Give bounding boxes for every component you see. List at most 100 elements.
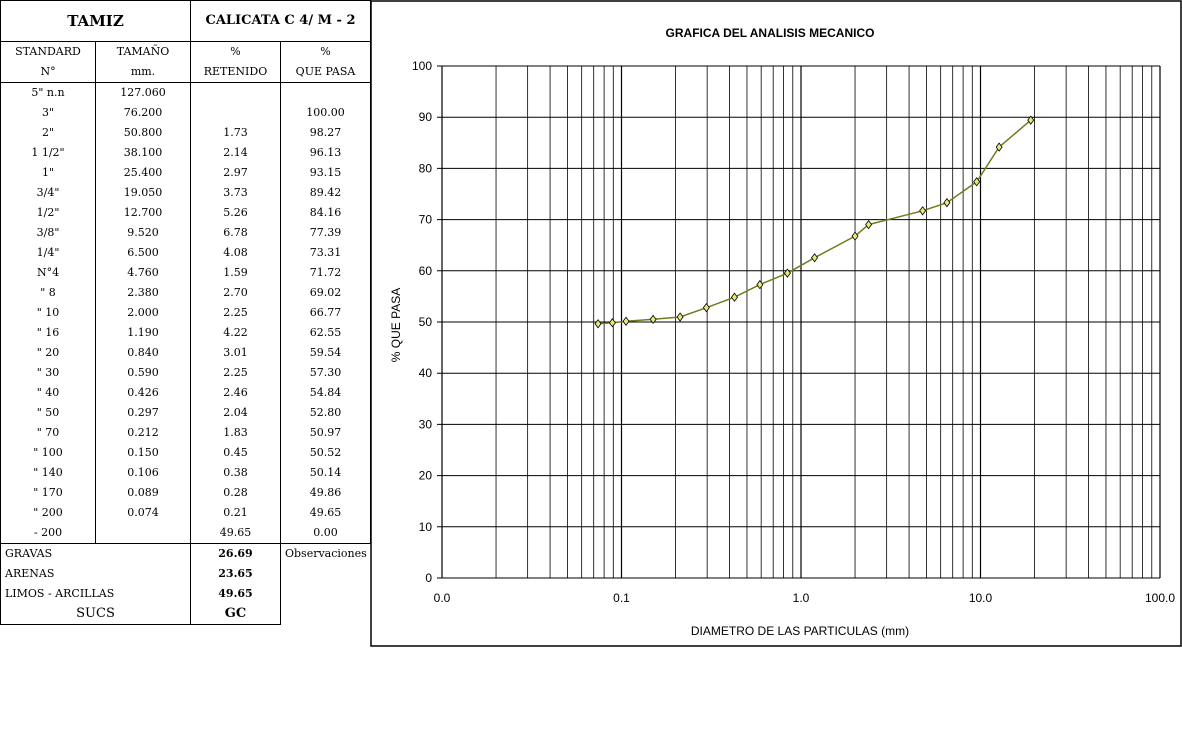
table-row: " 100 0.150 0.45 50.52	[0, 443, 371, 463]
x-tick-labels: 0.0 0.1 1.0 10.0 100.0	[434, 591, 1176, 605]
x-tick-label: 0.1	[613, 591, 630, 605]
tamano-cell: 0.106	[95, 463, 191, 483]
retenido-cell: 1.83	[190, 423, 281, 443]
retenido-cell	[190, 103, 281, 123]
chart-frame	[370, 0, 1182, 647]
y-tick-label: 10	[419, 520, 433, 534]
standard-cell: - 200	[0, 523, 96, 544]
y-tick-labels: 0 10 20 30 40 50 60 70 80 90 100	[412, 59, 432, 585]
data-point-marker	[594, 319, 602, 329]
retenido-cell: 6.78	[190, 223, 281, 243]
tamano-cell: 0.089	[95, 483, 191, 503]
data-point-marker	[943, 197, 951, 208]
data-point-marker	[756, 279, 764, 290]
que-pasa-cell: 59.54	[280, 343, 371, 363]
que-pasa-cell: 77.39	[280, 223, 371, 243]
que-pasa-cell: 49.65	[280, 503, 371, 523]
retenido-cell: 4.08	[190, 243, 281, 263]
arenas-value: 23.65	[190, 564, 281, 584]
retenido-cell	[190, 82, 281, 103]
standard-cell: 3"	[0, 103, 96, 123]
table-row: 1" 25.400 2.97 93.15	[0, 163, 371, 183]
tamano-cell: 25.400	[95, 163, 191, 183]
retenido-cell: 49.65	[190, 523, 281, 544]
standard-cell: " 40	[0, 383, 96, 403]
que-pasa-cell: 96.13	[280, 143, 371, 163]
que-pasa-cell: 73.31	[280, 243, 371, 263]
table-row: " 8 2.380 2.70 69.02	[0, 283, 371, 303]
chart-title: GRAFICA DEL ANALISIS MECANICO	[666, 26, 875, 40]
standard-cell: " 10	[0, 303, 96, 323]
limos-arcillas-value: 49.65	[190, 584, 281, 604]
grain-size-chart: GRAFICA DEL ANALISIS MECANICO 0 10 20 30 40 5…	[370, 0, 1182, 647]
table-row: " 170 0.089 0.28 49.86	[0, 483, 371, 503]
y-tick-label: 60	[419, 264, 433, 278]
retenido-cell: 4.22	[190, 323, 281, 343]
standard-cell: 3/8"	[0, 223, 96, 243]
retenido-cell: 2.04	[190, 403, 281, 423]
tamano-cell: 0.840	[95, 343, 191, 363]
tamano-cell: 50.800	[95, 123, 191, 143]
table-row: N°4 4.760 1.59 71.72	[0, 263, 371, 283]
standard-cell: 1/4"	[0, 243, 96, 263]
standard-cell: 5" n.n	[0, 82, 96, 103]
tamano-cell	[95, 523, 191, 544]
tamano-cell: 127.060	[95, 82, 191, 103]
col-subheader-que-pasa: QUE PASA	[280, 62, 371, 83]
que-pasa-cell: 71.72	[280, 263, 371, 283]
x-tick-label: 10.0	[969, 591, 993, 605]
table-row: 1 1/2" 38.100 2.14 96.13	[0, 143, 371, 163]
data-point-marker	[730, 292, 738, 302]
y-tick-label: 30	[419, 417, 433, 431]
retenido-cell: 0.28	[190, 483, 281, 503]
standard-cell: " 16	[0, 323, 96, 343]
standard-cell: " 140	[0, 463, 96, 483]
y-tick-label: 80	[419, 161, 433, 175]
que-pasa-cell: 69.02	[280, 283, 371, 303]
col-header-tamano: TAMAÑO	[95, 41, 191, 62]
retenido-cell: 1.59	[190, 263, 281, 283]
tamano-cell: 0.590	[95, 363, 191, 383]
retenido-cell: 2.70	[190, 283, 281, 303]
que-pasa-cell: 98.27	[280, 123, 371, 143]
retenido-cell: 1.73	[190, 123, 281, 143]
standard-cell: " 170	[0, 483, 96, 503]
y-tick-label: 40	[419, 366, 433, 380]
retenido-cell: 3.01	[190, 343, 281, 363]
tamiz-title: TAMIZ	[0, 0, 191, 42]
que-pasa-cell: 0.00	[280, 523, 371, 544]
que-pasa-cell: 89.42	[280, 183, 371, 203]
standard-cell: 1 1/2"	[0, 143, 96, 163]
que-pasa-cell: 57.30	[280, 363, 371, 383]
col-subheader-mm: mm.	[95, 62, 191, 83]
que-pasa-cell: 50.14	[280, 463, 371, 483]
que-pasa-cell: 93.15	[280, 163, 371, 183]
tamano-cell: 12.700	[95, 203, 191, 223]
y-tick-label: 20	[419, 469, 433, 483]
sucs-value: GC	[190, 604, 281, 625]
que-pasa-cell: 50.52	[280, 443, 371, 463]
tamano-cell: 2.000	[95, 303, 191, 323]
data-point-marker	[973, 177, 981, 187]
x-tick-label: 1.0	[793, 591, 810, 605]
data-point-marker	[851, 231, 859, 241]
retenido-cell: 2.25	[190, 363, 281, 383]
retenido-cell: 0.38	[190, 463, 281, 483]
retenido-cell: 0.45	[190, 443, 281, 463]
retenido-cell: 3.73	[190, 183, 281, 203]
table-row: 3/8" 9.520 6.78 77.39	[0, 223, 371, 243]
table-row: " 40 0.426 2.46 54.84	[0, 383, 371, 403]
x-tick-label: 0.0	[434, 591, 451, 605]
standard-cell: " 30	[0, 363, 96, 383]
retenido-cell: 5.26	[190, 203, 281, 223]
table-row: 1/2" 12.700 5.26 84.16	[0, 203, 371, 223]
retenido-cell: 2.25	[190, 303, 281, 323]
data-point-marker	[1027, 115, 1035, 125]
data-point-marker	[919, 206, 927, 216]
que-pasa-cell: 50.97	[280, 423, 371, 443]
col-header-pct-retenido: %	[190, 41, 281, 62]
que-pasa-cell: 54.84	[280, 383, 371, 403]
table-row: " 70 0.212 1.83 50.97	[0, 423, 371, 443]
standard-cell: 1"	[0, 163, 96, 183]
y-tick-label: 50	[419, 315, 433, 329]
